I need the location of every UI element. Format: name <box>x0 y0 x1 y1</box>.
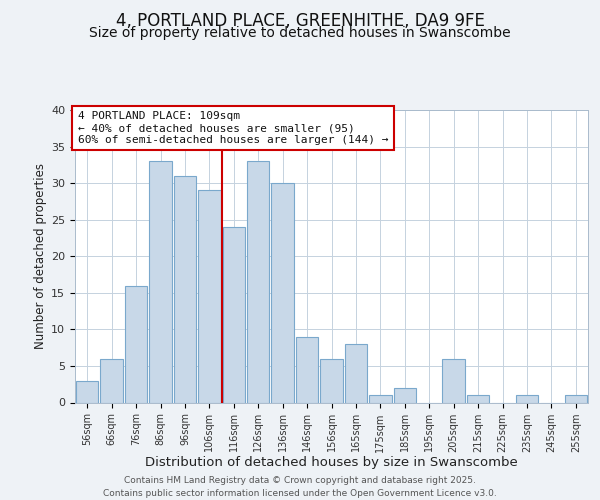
Bar <box>100 358 123 403</box>
Bar <box>296 336 319 402</box>
Bar <box>247 161 269 402</box>
Bar <box>149 161 172 402</box>
X-axis label: Distribution of detached houses by size in Swanscombe: Distribution of detached houses by size … <box>145 456 518 469</box>
Bar <box>76 380 98 402</box>
Bar <box>467 395 490 402</box>
Bar <box>198 190 221 402</box>
Bar <box>173 176 196 402</box>
Bar <box>565 395 587 402</box>
Bar <box>271 183 294 402</box>
Text: 4 PORTLAND PLACE: 109sqm
← 40% of detached houses are smaller (95)
60% of semi-d: 4 PORTLAND PLACE: 109sqm ← 40% of detach… <box>77 112 388 144</box>
Y-axis label: Number of detached properties: Number of detached properties <box>34 163 47 349</box>
Text: Contains public sector information licensed under the Open Government Licence v3: Contains public sector information licen… <box>103 489 497 498</box>
Text: Size of property relative to detached houses in Swanscombe: Size of property relative to detached ho… <box>89 26 511 40</box>
Bar <box>223 227 245 402</box>
Bar <box>344 344 367 403</box>
Bar <box>394 388 416 402</box>
Bar <box>320 358 343 403</box>
Bar <box>125 286 148 403</box>
Text: 4, PORTLAND PLACE, GREENHITHE, DA9 9FE: 4, PORTLAND PLACE, GREENHITHE, DA9 9FE <box>116 12 484 30</box>
Bar <box>369 395 392 402</box>
Bar <box>515 395 538 402</box>
Text: Contains HM Land Registry data © Crown copyright and database right 2025.: Contains HM Land Registry data © Crown c… <box>124 476 476 485</box>
Bar <box>442 358 465 403</box>
